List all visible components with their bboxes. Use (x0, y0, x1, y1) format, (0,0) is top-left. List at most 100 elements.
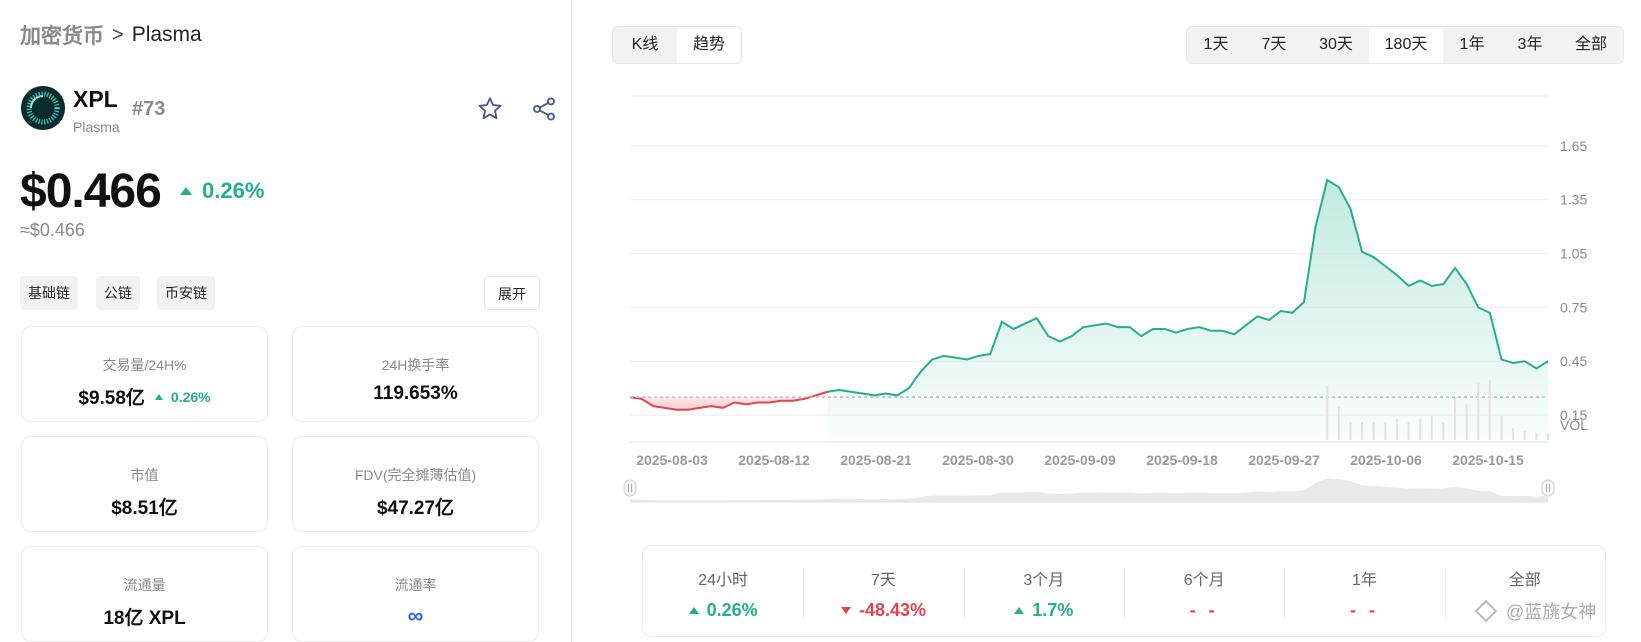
period-value-text: 0.26% (706, 600, 758, 620)
stat-card-volume: 交易量/24H% $9.58亿 0.26% (21, 326, 268, 422)
range-tab-all[interactable]: 全部 (1574, 36, 1607, 53)
watermark-text: @蓝旐女神 (1506, 602, 1597, 622)
x-tick-label: 2025-10-15 (1452, 452, 1524, 468)
price-change-value: 0.26% (202, 178, 265, 203)
mode-kline-tab[interactable]: K线 (613, 27, 677, 63)
stat-card-fdv: FDV(完全摊薄估值) $47.27亿 (292, 436, 539, 532)
volume-bar (1442, 422, 1445, 440)
stat-label: FDV(完全摊薄估值) (354, 467, 477, 483)
down-arrow-icon (840, 607, 851, 614)
breadcrumb: 加密货币 > Plasma (20, 20, 202, 50)
stat-card-circulating-supply: 流通量 18亿 XPL (21, 546, 268, 642)
range-tab-3y[interactable]: 3年 (1517, 36, 1543, 53)
expand-tags-button[interactable]: 展开 (484, 276, 540, 310)
binance-square-logo-icon (1474, 599, 1498, 623)
period-value: - - (1349, 600, 1379, 620)
stat-card-circulation-rate: 流通率 ∞ (292, 546, 539, 642)
volume-bar (1535, 432, 1538, 440)
navigator-area (630, 478, 1548, 502)
range-tab-1d[interactable]: 1天 (1203, 36, 1229, 53)
volume-bar (1361, 422, 1364, 440)
performance-summary: 24小时 0.26% 7天 -48.43% 3个月 1.7% 6个月 - - 1… (642, 545, 1606, 637)
y-tick-label: 0.45 (1560, 353, 1587, 369)
favorite-button[interactable] (476, 95, 504, 123)
period-value: 1.7% (964, 600, 1124, 621)
coin-rank: #73 (132, 98, 166, 120)
chart-mode-toggle: K线 趋势 (612, 26, 742, 64)
volume-bar (1454, 398, 1457, 440)
performance-7d: 7天 -48.43% (803, 546, 963, 636)
breadcrumb-root-link[interactable]: 加密货币 (20, 25, 104, 48)
volume-bar (1465, 404, 1468, 440)
stat-value: $8.51亿 (111, 498, 178, 519)
performance-1y: 1年 - - (1284, 546, 1444, 636)
breadcrumb-separator: > (112, 23, 124, 46)
mode-trend-tab[interactable]: 趋势 (677, 27, 741, 63)
range-tab-30d[interactable]: 30天 (1319, 36, 1353, 53)
tag-bnb-chain[interactable]: 币安链 (157, 276, 215, 310)
x-tick-label: 2025-08-21 (840, 452, 912, 468)
period-label: 24小时 (698, 572, 749, 589)
period-label: 3个月 (1023, 572, 1065, 589)
performance-24h: 24小时 0.26% (643, 546, 803, 636)
x-tick-label: 2025-09-09 (1044, 452, 1116, 468)
period-label: 全部 (1508, 572, 1541, 589)
volume-bar (1349, 422, 1352, 440)
stat-label: 交易量/24H% (102, 357, 187, 373)
tag-public-chain[interactable]: 公链 (96, 276, 140, 310)
period-value: 0.26% (643, 600, 803, 621)
up-arrow-icon (1014, 607, 1025, 614)
time-range-tabs: 1天 7天 30天 180天 1年 3年 全部 (1186, 26, 1624, 64)
stat-card-turnover: 24H换手率 119.653% (292, 326, 539, 422)
performance-6m: 6个月 - - (1123, 546, 1284, 636)
period-value: -48.43% (803, 600, 963, 621)
stat-value: 119.653% (373, 383, 458, 404)
range-tab-7d[interactable]: 7天 (1261, 36, 1287, 53)
coin-logo (21, 86, 65, 130)
performance-all: 全部 (1444, 546, 1605, 636)
star-icon (478, 97, 502, 120)
y-tick-label: 1.35 (1560, 192, 1587, 208)
volume-change-value: 0.26% (170, 388, 211, 405)
volume-bar (1512, 428, 1515, 440)
y-tick-label: 1.05 (1560, 246, 1587, 262)
up-arrow-icon (688, 607, 699, 614)
price-area-up (827, 179, 1548, 442)
volume-bar (1488, 380, 1491, 440)
x-tick-label: 2025-09-27 (1248, 452, 1320, 468)
volume-bar (1407, 422, 1410, 440)
volume-bar (1395, 419, 1398, 440)
up-arrow-icon (180, 187, 192, 195)
period-label: 6个月 (1183, 572, 1225, 589)
volume-bar (1523, 431, 1526, 440)
range-tab-1y[interactable]: 1年 (1459, 36, 1485, 53)
stat-label: 24H换手率 (381, 357, 450, 373)
coin-name: Plasma (73, 119, 120, 135)
price-area-down (630, 391, 828, 410)
tag-base-chain[interactable]: 基础链 (20, 276, 78, 310)
performance-3m: 3个月 1.7% (963, 546, 1124, 636)
stat-value: 18亿 XPL (103, 608, 186, 629)
up-arrow-icon (154, 393, 163, 400)
current-price: $0.466 (20, 165, 162, 218)
breadcrumb-current: Plasma (131, 23, 202, 46)
period-value-text: 1.7% (1032, 600, 1074, 620)
x-tick-label: 2025-09-18 (1146, 452, 1218, 468)
watermark: @蓝旐女神 (1474, 598, 1597, 624)
volume-bar (1430, 416, 1433, 440)
navigator-left-handle[interactable] (623, 479, 637, 497)
x-tick-label: 2025-08-30 (942, 452, 1014, 468)
volume-bar (1337, 407, 1340, 440)
volume-bar (1477, 383, 1480, 440)
share-button[interactable] (530, 95, 558, 123)
coin-info-panel: 加密货币 > Plasma XPL Plasma #73 $0.466 0.26… (0, 0, 572, 642)
stat-card-market-cap: 市值 $8.51亿 (21, 436, 268, 532)
y-tick-label: 1.65 (1560, 138, 1587, 154)
stat-label: 流通率 (394, 577, 437, 593)
period-label: 1年 (1352, 572, 1377, 589)
price-approx: ≈$0.466 (20, 220, 85, 240)
range-tab-180d[interactable]: 180天 (1369, 27, 1443, 63)
navigator-right-handle[interactable] (1541, 479, 1555, 497)
volume-bar (1384, 422, 1387, 440)
